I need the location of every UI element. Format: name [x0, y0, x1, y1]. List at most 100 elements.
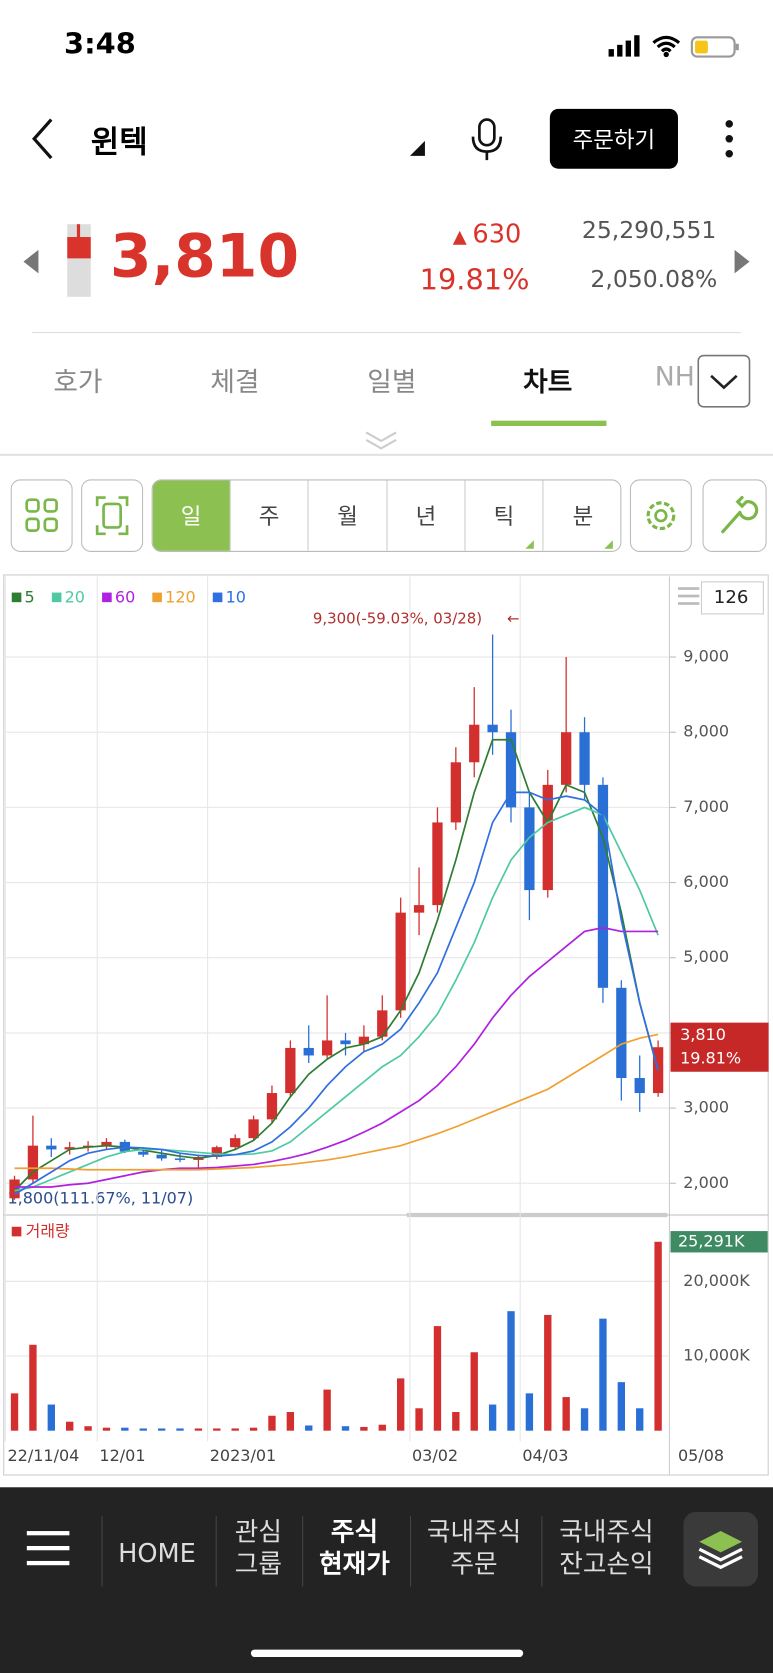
volume-tag	[670, 1231, 768, 1253]
visible-count: 126	[714, 587, 749, 608]
candle-body	[413, 905, 425, 913]
tab-active[interactable]: 차트	[523, 366, 573, 398]
candle-body	[27, 1145, 39, 1180]
legend-swatch	[11, 1226, 22, 1237]
candle-body	[64, 1147, 75, 1150]
candle-body	[395, 912, 406, 1011]
candle-body	[432, 822, 443, 906]
stock-title: 윈텍	[90, 123, 148, 161]
candle-body	[303, 1047, 314, 1056]
candle-body	[101, 1141, 112, 1146]
volume-bar	[139, 1428, 147, 1431]
ma-line	[14, 806, 659, 1192]
legend-label: 10	[226, 587, 246, 606]
volume-bar	[213, 1428, 221, 1431]
period-active[interactable]: 일	[152, 480, 231, 551]
volume-bar	[544, 1314, 552, 1431]
volume: 25,290,551	[581, 217, 717, 245]
chart: 126 9,300(-59.03%, 03/28) ← 1,800(111.67…	[3, 576, 769, 1476]
divider	[32, 332, 741, 334]
fullscreen-button[interactable]	[81, 479, 144, 552]
candle-body	[46, 1145, 57, 1150]
y-tick-label: 6,000	[683, 872, 729, 891]
x-end-label: 05/08	[678, 1446, 724, 1465]
max-annotation: 9,300(-59.03%, 03/28)	[313, 609, 482, 627]
candle-body	[248, 1119, 259, 1139]
candle-body	[340, 1040, 351, 1045]
candle-body	[156, 1154, 167, 1159]
nav-label: 현재가	[319, 1549, 390, 1580]
volume-bar	[525, 1393, 534, 1431]
volume-bar	[396, 1378, 405, 1431]
candle-body	[9, 1179, 20, 1199]
scrollbar[interactable]	[406, 1212, 668, 1218]
volume-bar	[323, 1389, 331, 1431]
period[interactable]: 월	[309, 480, 388, 551]
volume-bar	[10, 1393, 19, 1431]
x-tick-label: 04/03	[522, 1446, 568, 1465]
tab[interactable]: 호가	[53, 366, 103, 398]
collapse[interactable]	[363, 429, 399, 450]
candle-body	[230, 1138, 241, 1148]
count-box[interactable]	[700, 581, 764, 615]
volume-bar	[157, 1428, 166, 1431]
tab[interactable]: 일별	[367, 366, 417, 398]
menu-button[interactable]	[26, 1527, 72, 1570]
candle-body	[321, 1040, 333, 1056]
candle-body	[358, 1036, 370, 1045]
prev[interactable]	[21, 248, 40, 276]
legend-label: 60	[115, 587, 135, 606]
back-button[interactable]	[28, 115, 60, 162]
price-tag	[670, 1022, 769, 1072]
volume-bar	[617, 1382, 626, 1431]
period[interactable]: 틱	[466, 480, 544, 551]
volume-bar	[121, 1427, 129, 1431]
candle-body	[542, 784, 553, 891]
volume-bar	[415, 1408, 423, 1431]
nav-item[interactable]: 국내주식 잔고손익	[559, 1516, 653, 1580]
period[interactable]: 분	[572, 503, 594, 530]
nav-item[interactable]: 국내주식 주문	[427, 1516, 521, 1580]
volume-bar	[341, 1426, 350, 1431]
period[interactable]: 년	[388, 480, 466, 551]
volume-bar	[360, 1426, 368, 1431]
x-tick-label: 22/11/04	[7, 1446, 79, 1465]
price: 3,810	[109, 222, 300, 292]
volume-bar	[488, 1404, 497, 1431]
nav-label: 관심	[234, 1517, 282, 1548]
change-rate: 19.81%	[419, 263, 530, 297]
dropdown[interactable]	[408, 139, 427, 158]
settings-button[interactable]	[629, 479, 692, 552]
tab[interactable]: 체결	[210, 366, 260, 398]
y-tick-label: 10,000K	[683, 1345, 750, 1364]
order-button[interactable]: 주문하기	[549, 108, 678, 169]
nav-item-active[interactable]: 주식 현재가	[319, 1516, 390, 1580]
volume-bar	[102, 1427, 111, 1431]
candle-body	[634, 1078, 645, 1094]
volume-bar	[47, 1404, 55, 1431]
tools-button[interactable]	[702, 479, 767, 552]
menu-icon[interactable]	[677, 587, 700, 605]
nav-item[interactable]: HOME	[118, 1537, 196, 1569]
mic[interactable]	[470, 117, 504, 162]
period[interactable]: 주	[231, 480, 309, 551]
volume-bar	[249, 1427, 258, 1431]
nav-item[interactable]: 관심 그룹	[235, 1516, 282, 1580]
price-tag-change: 19.81%	[680, 1048, 741, 1067]
layout-button[interactable]	[10, 479, 73, 552]
tab[interactable]: NH	[654, 360, 695, 392]
nav-label: 주식	[330, 1517, 379, 1548]
max-arrow: ←	[507, 609, 520, 627]
candle-body	[597, 784, 609, 988]
legend-swatch	[212, 592, 223, 603]
candle-body	[211, 1147, 222, 1157]
more[interactable]	[722, 117, 737, 162]
candle-body	[616, 987, 627, 1079]
ma-line	[14, 1033, 659, 1171]
nav-divider	[215, 1516, 217, 1587]
layers-button[interactable]	[683, 1511, 759, 1587]
next[interactable]	[732, 248, 751, 276]
tab-more[interactable]	[697, 354, 751, 408]
candle-body	[285, 1047, 296, 1094]
